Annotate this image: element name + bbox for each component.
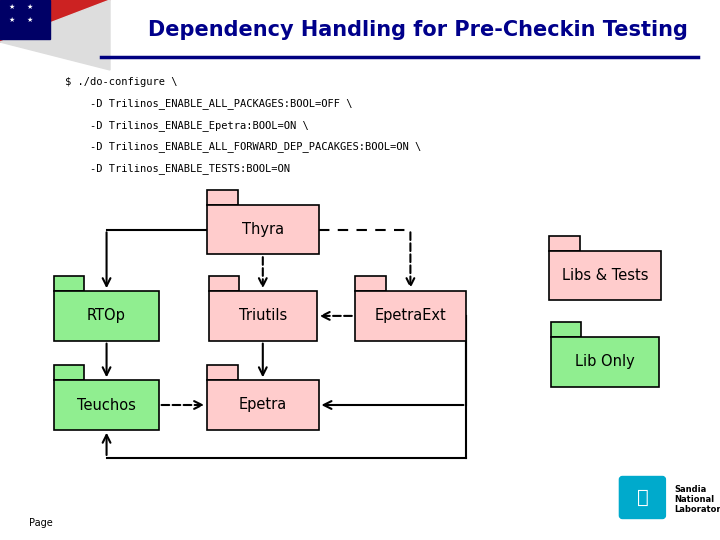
Text: Teuchos: Teuchos [77,397,136,413]
FancyBboxPatch shape [619,476,665,518]
Text: Epetra: Epetra [238,397,287,413]
Text: Laboratories: Laboratories [675,505,720,514]
Bar [55,291,158,341]
Bar [55,380,158,430]
Text: -D Trilinos_ENABLE_TESTS:BOOL=ON: -D Trilinos_ENABLE_TESTS:BOOL=ON [65,163,289,174]
Bar [207,365,238,380]
Text: Lib Only: Lib Only [575,354,634,369]
Bar [0,0,50,38]
Bar [55,365,84,380]
Text: RTOp: RTOp [87,308,126,323]
Text: Page: Page [29,518,53,528]
Polygon shape [0,0,110,70]
Bar [549,235,580,251]
Text: -D Trilinos_ENABLE_Epetra:BOOL=ON \: -D Trilinos_ENABLE_Epetra:BOOL=ON \ [65,120,309,131]
Text: -D Trilinos_ENABLE_ALL_FORWARD_DEP_PACAKGES:BOOL=ON \: -D Trilinos_ENABLE_ALL_FORWARD_DEP_PACAK… [65,141,421,152]
Text: Triutils: Triutils [238,308,287,323]
Text: ★: ★ [27,17,33,23]
Bar [209,291,317,341]
Text: ⬛: ⬛ [636,488,648,507]
Bar [55,276,84,291]
Bar [207,205,319,254]
Bar [551,337,659,387]
Text: ★: ★ [9,17,15,23]
Text: $ ./do-configure \: $ ./do-configure \ [65,77,177,87]
Bar [209,276,239,291]
Text: Thyra: Thyra [242,222,284,237]
Text: EpetraExt: EpetraExt [374,308,446,323]
Text: National: National [675,495,714,504]
Text: ★: ★ [27,4,33,10]
Text: -D Trilinos_ENABLE_ALL_PACKAGES:BOOL=OFF \: -D Trilinos_ENABLE_ALL_PACKAGES:BOOL=OFF… [65,98,352,109]
Polygon shape [0,0,110,42]
Bar [549,251,661,300]
Bar [207,380,319,430]
Text: Libs & Tests: Libs & Tests [562,268,648,283]
Text: ★: ★ [9,4,15,10]
Bar [551,322,581,337]
Bar [207,190,238,205]
Bar [354,276,386,291]
Text: Dependency Handling for Pre-Checkin Testing: Dependency Handling for Pre-Checkin Test… [148,19,688,40]
Text: Sandia: Sandia [675,485,706,494]
Bar [354,291,467,341]
